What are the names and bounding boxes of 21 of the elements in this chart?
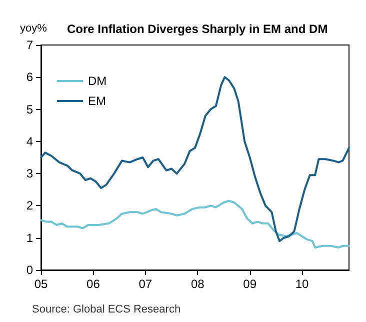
y-tick-label: 2 [26, 198, 34, 213]
y-tick-label: 6 [26, 70, 34, 84]
y-tick-label: 3 [26, 166, 34, 181]
x-tick-label: 05 [34, 277, 48, 291]
y-axis-title: yoy% [20, 22, 48, 34]
line-series [40, 200, 350, 248]
y-tick-label: 5 [26, 102, 34, 116]
y-tick-label: 0 [26, 263, 34, 277]
x-tick-label: 10 [295, 277, 310, 291]
y-tick-label: 7 [26, 38, 34, 52]
y-tick-label: 4 [26, 134, 34, 148]
source-note: Source: Global ECS Research [32, 304, 181, 316]
x-tick-label: 06 [86, 277, 100, 291]
x-tick-label: 09 [243, 277, 257, 291]
line-series [40, 76, 350, 242]
legend-label: DM [88, 74, 107, 88]
x-tick-label: 07 [138, 277, 152, 291]
legend-label: EM [88, 94, 106, 108]
chart-title: Core Inflation Diverges Sharply in EM and DM [67, 22, 328, 36]
y-tick-label: 1 [26, 230, 34, 245]
x-tick-label: 08 [190, 277, 205, 291]
